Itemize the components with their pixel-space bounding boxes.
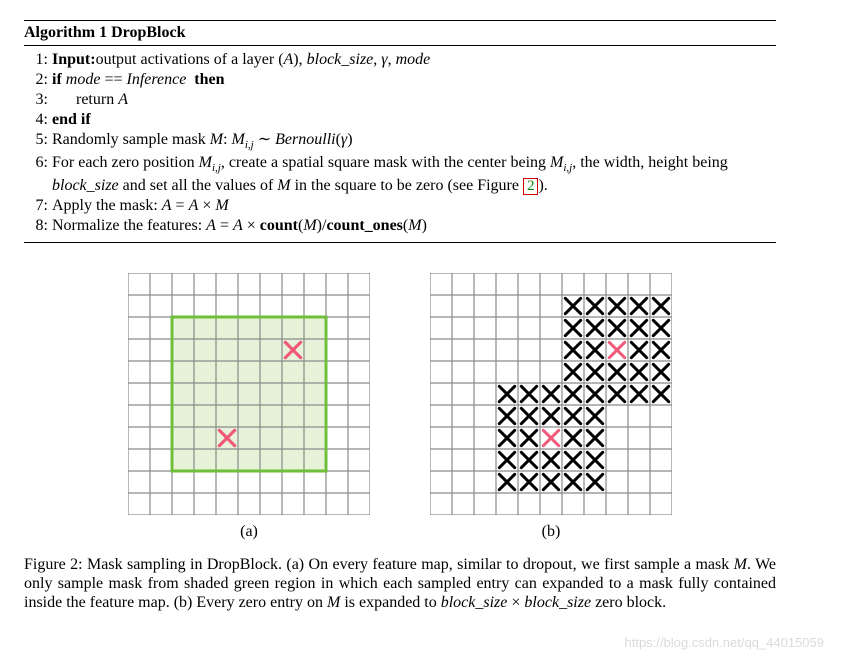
algorithm-line: 1:Input:output activations of a layer (A… [24,50,776,70]
line-number: 4: [24,110,52,130]
watermark: https://blog.csdn.net/qq_44015059 [625,635,825,650]
line-text: if mode == Inference then [52,70,776,90]
figure-b-svg [430,273,672,515]
line-text: Randomly sample mask M: Mi,j ∼ Bernoulli… [52,130,776,153]
line-number: 7: [24,196,52,216]
line-text: Normalize the features: A = A × count(M)… [52,216,776,236]
line-number: 6: [24,153,52,173]
algorithm-line: 3:return A [24,90,776,110]
line-number: 3: [24,90,52,110]
algorithm-header: Algorithm 1 DropBlock [24,20,776,46]
figure-a: (a) [128,273,370,541]
algorithm-body: 1:Input:output activations of a layer (A… [24,46,776,243]
algorithm-line: 4:end if [24,110,776,130]
line-text: Input:output activations of a layer (A),… [52,50,776,70]
figure-b-label: (b) [430,523,672,541]
algorithm-line: 2:if mode == Inference then [24,70,776,90]
line-text: end if [52,110,776,130]
figure-a-label: (a) [128,523,370,541]
algorithm-line: 6:For each zero position Mi,j, create a … [24,153,776,196]
line-number: 8: [24,216,52,236]
figure-caption: Figure 2: Mask sampling in DropBlock. (a… [24,555,776,613]
figure-row: (a) (b) [24,273,776,541]
line-number: 1: [24,50,52,70]
algorithm-line: 5:Randomly sample mask M: Mi,j ∼ Bernoul… [24,130,776,153]
algorithm-line: 7:Apply the mask: A = A × M [24,196,776,216]
line-number: 5: [24,130,52,150]
figure-a-svg [128,273,370,515]
figure-ref[interactable]: 2 [523,178,539,195]
algorithm-line: 8:Normalize the features: A = A × count(… [24,216,776,236]
line-text: return A [52,90,776,110]
line-number: 2: [24,70,52,90]
line-text: For each zero position Mi,j, create a sp… [52,153,776,196]
figure-b: (b) [430,273,672,541]
line-text: Apply the mask: A = A × M [52,196,776,216]
